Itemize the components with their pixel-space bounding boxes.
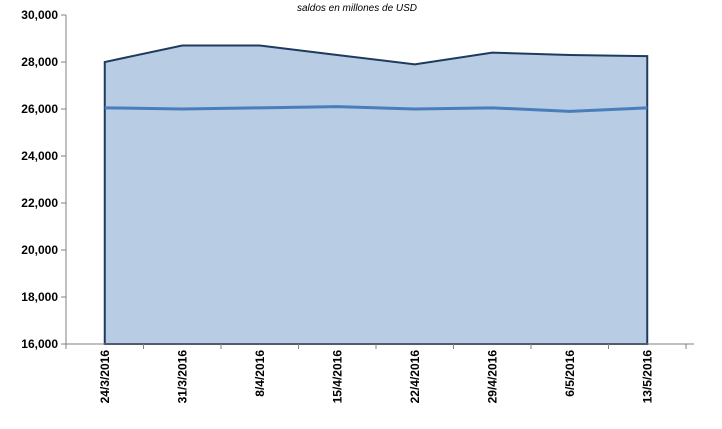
x-tick-label: 22/4/2016 xyxy=(408,350,422,404)
y-tick-label: 20,000 xyxy=(21,243,58,257)
x-tick-label: 13/5/2016 xyxy=(640,350,654,404)
chart-subtitle: saldos en millones de USD xyxy=(297,3,417,14)
y-tick-label: 30,000 xyxy=(21,8,58,22)
area-series xyxy=(105,46,648,344)
x-tick-label: 15/4/2016 xyxy=(330,350,344,404)
y-tick-label: 24,000 xyxy=(21,149,58,163)
x-tick-label: 8/4/2016 xyxy=(253,350,267,397)
y-tick-label: 22,000 xyxy=(21,196,58,210)
x-tick-label: 24/3/2016 xyxy=(98,350,112,404)
x-tick-label: 31/3/2016 xyxy=(175,350,189,404)
y-tick-label: 26,000 xyxy=(21,102,58,116)
y-tick-label: 28,000 xyxy=(21,55,58,69)
y-tick-label: 18,000 xyxy=(21,290,58,304)
x-tick-label: 29/4/2016 xyxy=(485,350,499,404)
y-tick-label: 16,000 xyxy=(21,337,58,351)
plot-area: 16,000 18,000 20,000 22,000 24,000 26,000 28,0… xyxy=(21,8,694,403)
x-tick-label: 6/5/2016 xyxy=(563,350,577,397)
